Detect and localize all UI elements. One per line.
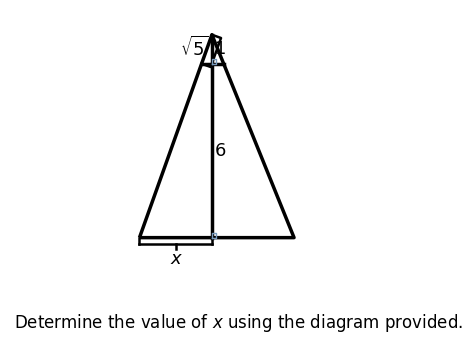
Text: x: x	[170, 250, 180, 268]
Text: 1: 1	[214, 40, 226, 58]
Text: $\sqrt{5}$: $\sqrt{5}$	[180, 36, 208, 60]
Text: Determine the value of $x$ using the diagram provided.: Determine the value of $x$ using the dia…	[14, 312, 462, 334]
Text: 6: 6	[214, 142, 226, 160]
